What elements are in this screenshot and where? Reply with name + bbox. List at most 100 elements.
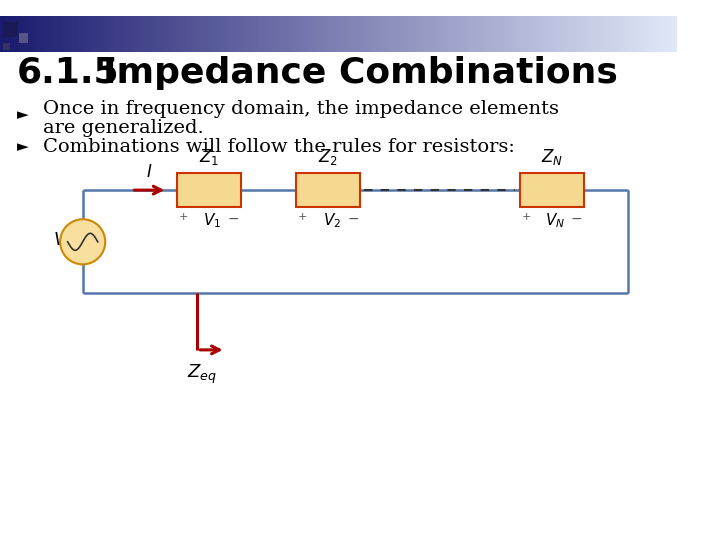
- Bar: [390, 16, 393, 52]
- Bar: [174, 16, 177, 52]
- Bar: [160, 16, 163, 52]
- Bar: [320, 16, 323, 52]
- Bar: [241, 16, 245, 52]
- Bar: [19, 33, 28, 43]
- Text: −: −: [347, 212, 359, 226]
- Bar: [257, 16, 261, 52]
- Bar: [36, 16, 40, 52]
- Bar: [97, 16, 100, 52]
- Bar: [552, 16, 556, 52]
- Bar: [259, 16, 263, 52]
- Bar: [212, 16, 215, 52]
- Bar: [246, 16, 249, 52]
- Bar: [548, 16, 552, 52]
- Bar: [402, 16, 405, 52]
- Bar: [645, 16, 648, 52]
- Text: $V_2$: $V_2$: [323, 212, 341, 231]
- Bar: [616, 16, 619, 52]
- Bar: [221, 16, 224, 52]
- Bar: [50, 16, 53, 52]
- Bar: [192, 16, 195, 52]
- Bar: [436, 16, 438, 52]
- Text: Once in frequency domain, the impedance elements: Once in frequency domain, the impedance …: [43, 100, 559, 118]
- Bar: [311, 16, 315, 52]
- Bar: [99, 16, 102, 52]
- Bar: [623, 16, 626, 52]
- Bar: [253, 16, 256, 52]
- Bar: [153, 16, 156, 52]
- Bar: [397, 16, 400, 52]
- Bar: [22, 16, 26, 52]
- Bar: [156, 16, 159, 52]
- Bar: [675, 16, 678, 52]
- Bar: [158, 16, 161, 52]
- Bar: [505, 16, 508, 52]
- Bar: [18, 16, 21, 52]
- Bar: [149, 16, 152, 52]
- Bar: [104, 16, 107, 52]
- Bar: [273, 16, 276, 52]
- Bar: [541, 16, 544, 52]
- Bar: [577, 16, 580, 52]
- Bar: [426, 16, 429, 52]
- Bar: [20, 16, 24, 52]
- Bar: [343, 16, 346, 52]
- Bar: [627, 16, 630, 52]
- Bar: [45, 16, 48, 52]
- Bar: [659, 16, 662, 52]
- Bar: [61, 16, 64, 52]
- Bar: [654, 16, 657, 52]
- Text: 6.1.5: 6.1.5: [17, 56, 120, 90]
- Bar: [593, 16, 596, 52]
- Bar: [573, 16, 576, 52]
- Bar: [546, 16, 549, 52]
- Bar: [334, 16, 337, 52]
- Bar: [521, 16, 524, 52]
- Bar: [235, 16, 238, 52]
- Bar: [584, 16, 588, 52]
- Text: +: +: [179, 212, 188, 222]
- Bar: [331, 16, 335, 52]
- Bar: [3, 22, 18, 37]
- Bar: [248, 16, 251, 52]
- Bar: [313, 16, 317, 52]
- Bar: [600, 16, 603, 52]
- Bar: [163, 16, 166, 52]
- Bar: [261, 16, 265, 52]
- Text: −: −: [69, 246, 81, 261]
- Bar: [327, 16, 330, 52]
- Bar: [649, 16, 653, 52]
- Bar: [293, 16, 297, 52]
- Bar: [667, 16, 671, 52]
- Bar: [14, 16, 17, 52]
- Bar: [151, 16, 154, 52]
- Bar: [605, 16, 608, 52]
- Text: are generalized.: are generalized.: [43, 119, 204, 137]
- Text: Combinations will follow the rules for resistors:: Combinations will follow the rules for r…: [43, 138, 515, 156]
- Bar: [639, 16, 642, 52]
- Bar: [365, 16, 369, 52]
- Bar: [370, 16, 373, 52]
- Bar: [199, 16, 202, 52]
- Bar: [415, 16, 418, 52]
- Bar: [652, 16, 655, 52]
- Text: +: +: [298, 212, 307, 222]
- Bar: [566, 16, 570, 52]
- Bar: [492, 16, 495, 52]
- Bar: [297, 16, 301, 52]
- Text: $Z_1$: $Z_1$: [199, 147, 219, 167]
- Bar: [52, 16, 55, 52]
- Bar: [318, 16, 321, 52]
- Bar: [516, 16, 520, 52]
- Bar: [657, 16, 660, 52]
- Bar: [500, 16, 504, 52]
- Bar: [557, 16, 560, 52]
- Bar: [413, 16, 416, 52]
- Bar: [86, 16, 89, 52]
- Bar: [539, 16, 542, 52]
- Bar: [219, 16, 222, 52]
- Text: −: −: [571, 212, 582, 226]
- Bar: [442, 16, 445, 52]
- Bar: [472, 16, 474, 52]
- Bar: [537, 16, 540, 52]
